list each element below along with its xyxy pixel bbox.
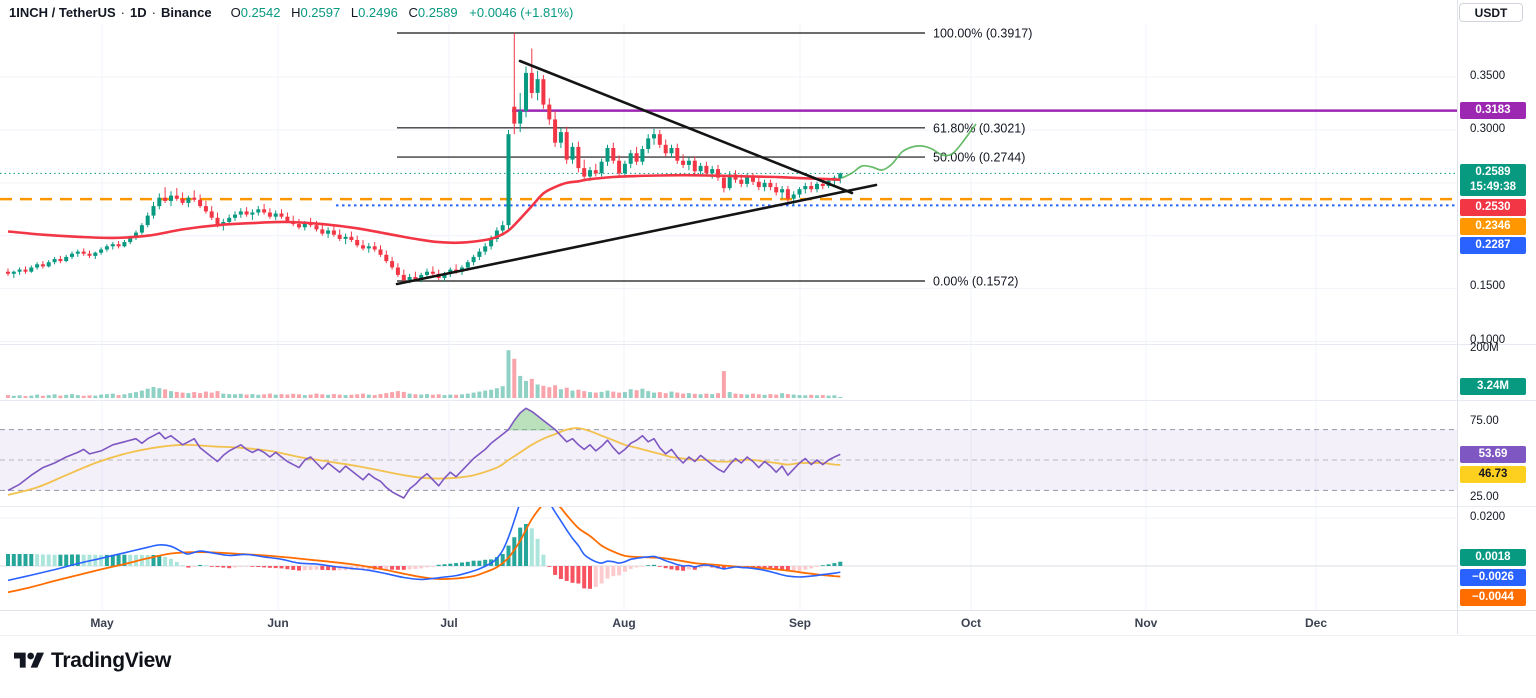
purple-level-badge: 0.3183 — [1460, 102, 1526, 119]
projection-curve[interactable] — [841, 123, 977, 179]
legend-separator: · — [151, 4, 156, 20]
low-label: L — [350, 4, 359, 20]
chart-legend[interactable]: 1INCH / TetherUS · 1D · Binance O0.2542 … — [0, 0, 573, 24]
svg-text:0.00% (0.1572): 0.00% (0.1572) — [933, 275, 1018, 289]
rsi-value-badge: 53.69 — [1460, 446, 1526, 463]
vertical-gridlines — [101, 24, 1317, 610]
pane-separator[interactable] — [0, 400, 1536, 401]
ma-line[interactable] — [7, 173, 841, 245]
time-axis-label: Sep — [788, 616, 812, 630]
price-gridlines — [0, 76, 1457, 342]
change-value: +0.0046 (+1.81%) — [469, 4, 574, 20]
horizontal-level-lines[interactable] — [0, 109, 1457, 207]
macd-hist-badge: 0.0018 — [1460, 549, 1526, 566]
low-value: 0.2496 — [358, 4, 398, 20]
rsi-ma-value-badge: 46.73 — [1460, 466, 1526, 483]
fib-retracement[interactable]: 100.00% (0.3917) 61.80% (0.3021) 50.00% (0… — [397, 27, 1032, 289]
candles-layer — [6, 33, 843, 284]
open-value: 0.2542 — [240, 4, 281, 20]
close-value: 0.2589 — [417, 4, 458, 20]
time-axis-label: May — [90, 616, 114, 630]
currency-toggle-button[interactable]: USDT — [1459, 3, 1523, 22]
axis-label: 0.1000 — [1470, 334, 1506, 346]
chart-canvas[interactable]: 100.00% (0.3917) 61.80% (0.3021) 50.00% (0… — [0, 0, 1457, 610]
time-axis-label: Nov — [1134, 616, 1158, 630]
macd-line-badge: −0.0026 — [1460, 569, 1526, 586]
brand-name: TradingView — [51, 649, 172, 672]
high-label: H — [291, 4, 301, 20]
legend-separator: · — [120, 4, 126, 20]
axis-label: 200M — [1470, 342, 1499, 354]
time-scale[interactable]: May Jun Jul Aug Sep Oct Nov Dec — [0, 610, 1536, 636]
tradingview-logo-icon — [14, 652, 44, 668]
axis-label: 25.00 — [1470, 491, 1499, 503]
pane-separator[interactable] — [0, 344, 1536, 345]
svg-text:100.00% (0.3917): 100.00% (0.3917) — [933, 27, 1032, 41]
axis-label: 0.3500 — [1470, 70, 1506, 82]
volume-layer — [6, 350, 843, 399]
svg-text:50.00% (0.2744): 50.00% (0.2744) — [933, 151, 1025, 165]
macd-signal-badge: −0.0044 — [1460, 589, 1526, 606]
axis-label: 75.00 — [1470, 415, 1499, 427]
trendlines[interactable] — [395, 59, 878, 286]
last-price-badge: 0.2589 15:49:38 — [1460, 164, 1526, 196]
axis-label: 0.3000 — [1470, 123, 1506, 135]
rsi-pane — [0, 407, 1457, 499]
volume-value-badge: 3.24M — [1460, 378, 1526, 395]
interval-label[interactable]: 1D — [130, 4, 147, 20]
orange-level-badge: 0.2346 — [1460, 218, 1526, 235]
time-axis-label: Jun — [267, 616, 289, 630]
symbol-name[interactable]: 1INCH / TetherUS — [9, 4, 116, 20]
open-label: O — [230, 4, 241, 20]
close-label: C — [408, 4, 418, 20]
time-axis-label: Oct — [960, 616, 982, 630]
time-axis-label: Dec — [1304, 616, 1328, 630]
axis-label: 0.0200 — [1470, 511, 1506, 523]
svg-text:61.80% (0.3021): 61.80% (0.3021) — [933, 121, 1025, 135]
ma-value-badge: 0.2530 — [1460, 199, 1526, 216]
footer-branding: TradingView — [14, 649, 171, 673]
time-axis-label: Jul — [440, 616, 458, 630]
axis-label: 0.1500 — [1470, 280, 1506, 292]
ohlc-values: O0.2542 H0.2597 L0.2496 C0.2589 +0.0046 … — [224, 5, 574, 20]
high-value: 0.2597 — [300, 4, 341, 20]
price-scale[interactable]: USDT 0.3500 0.3000 0.1500 0.1000 200M 75.00 25… — [1457, 0, 1536, 634]
exchange-label: Binance — [160, 4, 212, 20]
time-axis-label: Aug — [612, 616, 636, 630]
macd-pane — [0, 507, 1457, 594]
pane-separator[interactable] — [0, 506, 1536, 507]
blue-level-badge: 0.2287 — [1460, 237, 1526, 254]
